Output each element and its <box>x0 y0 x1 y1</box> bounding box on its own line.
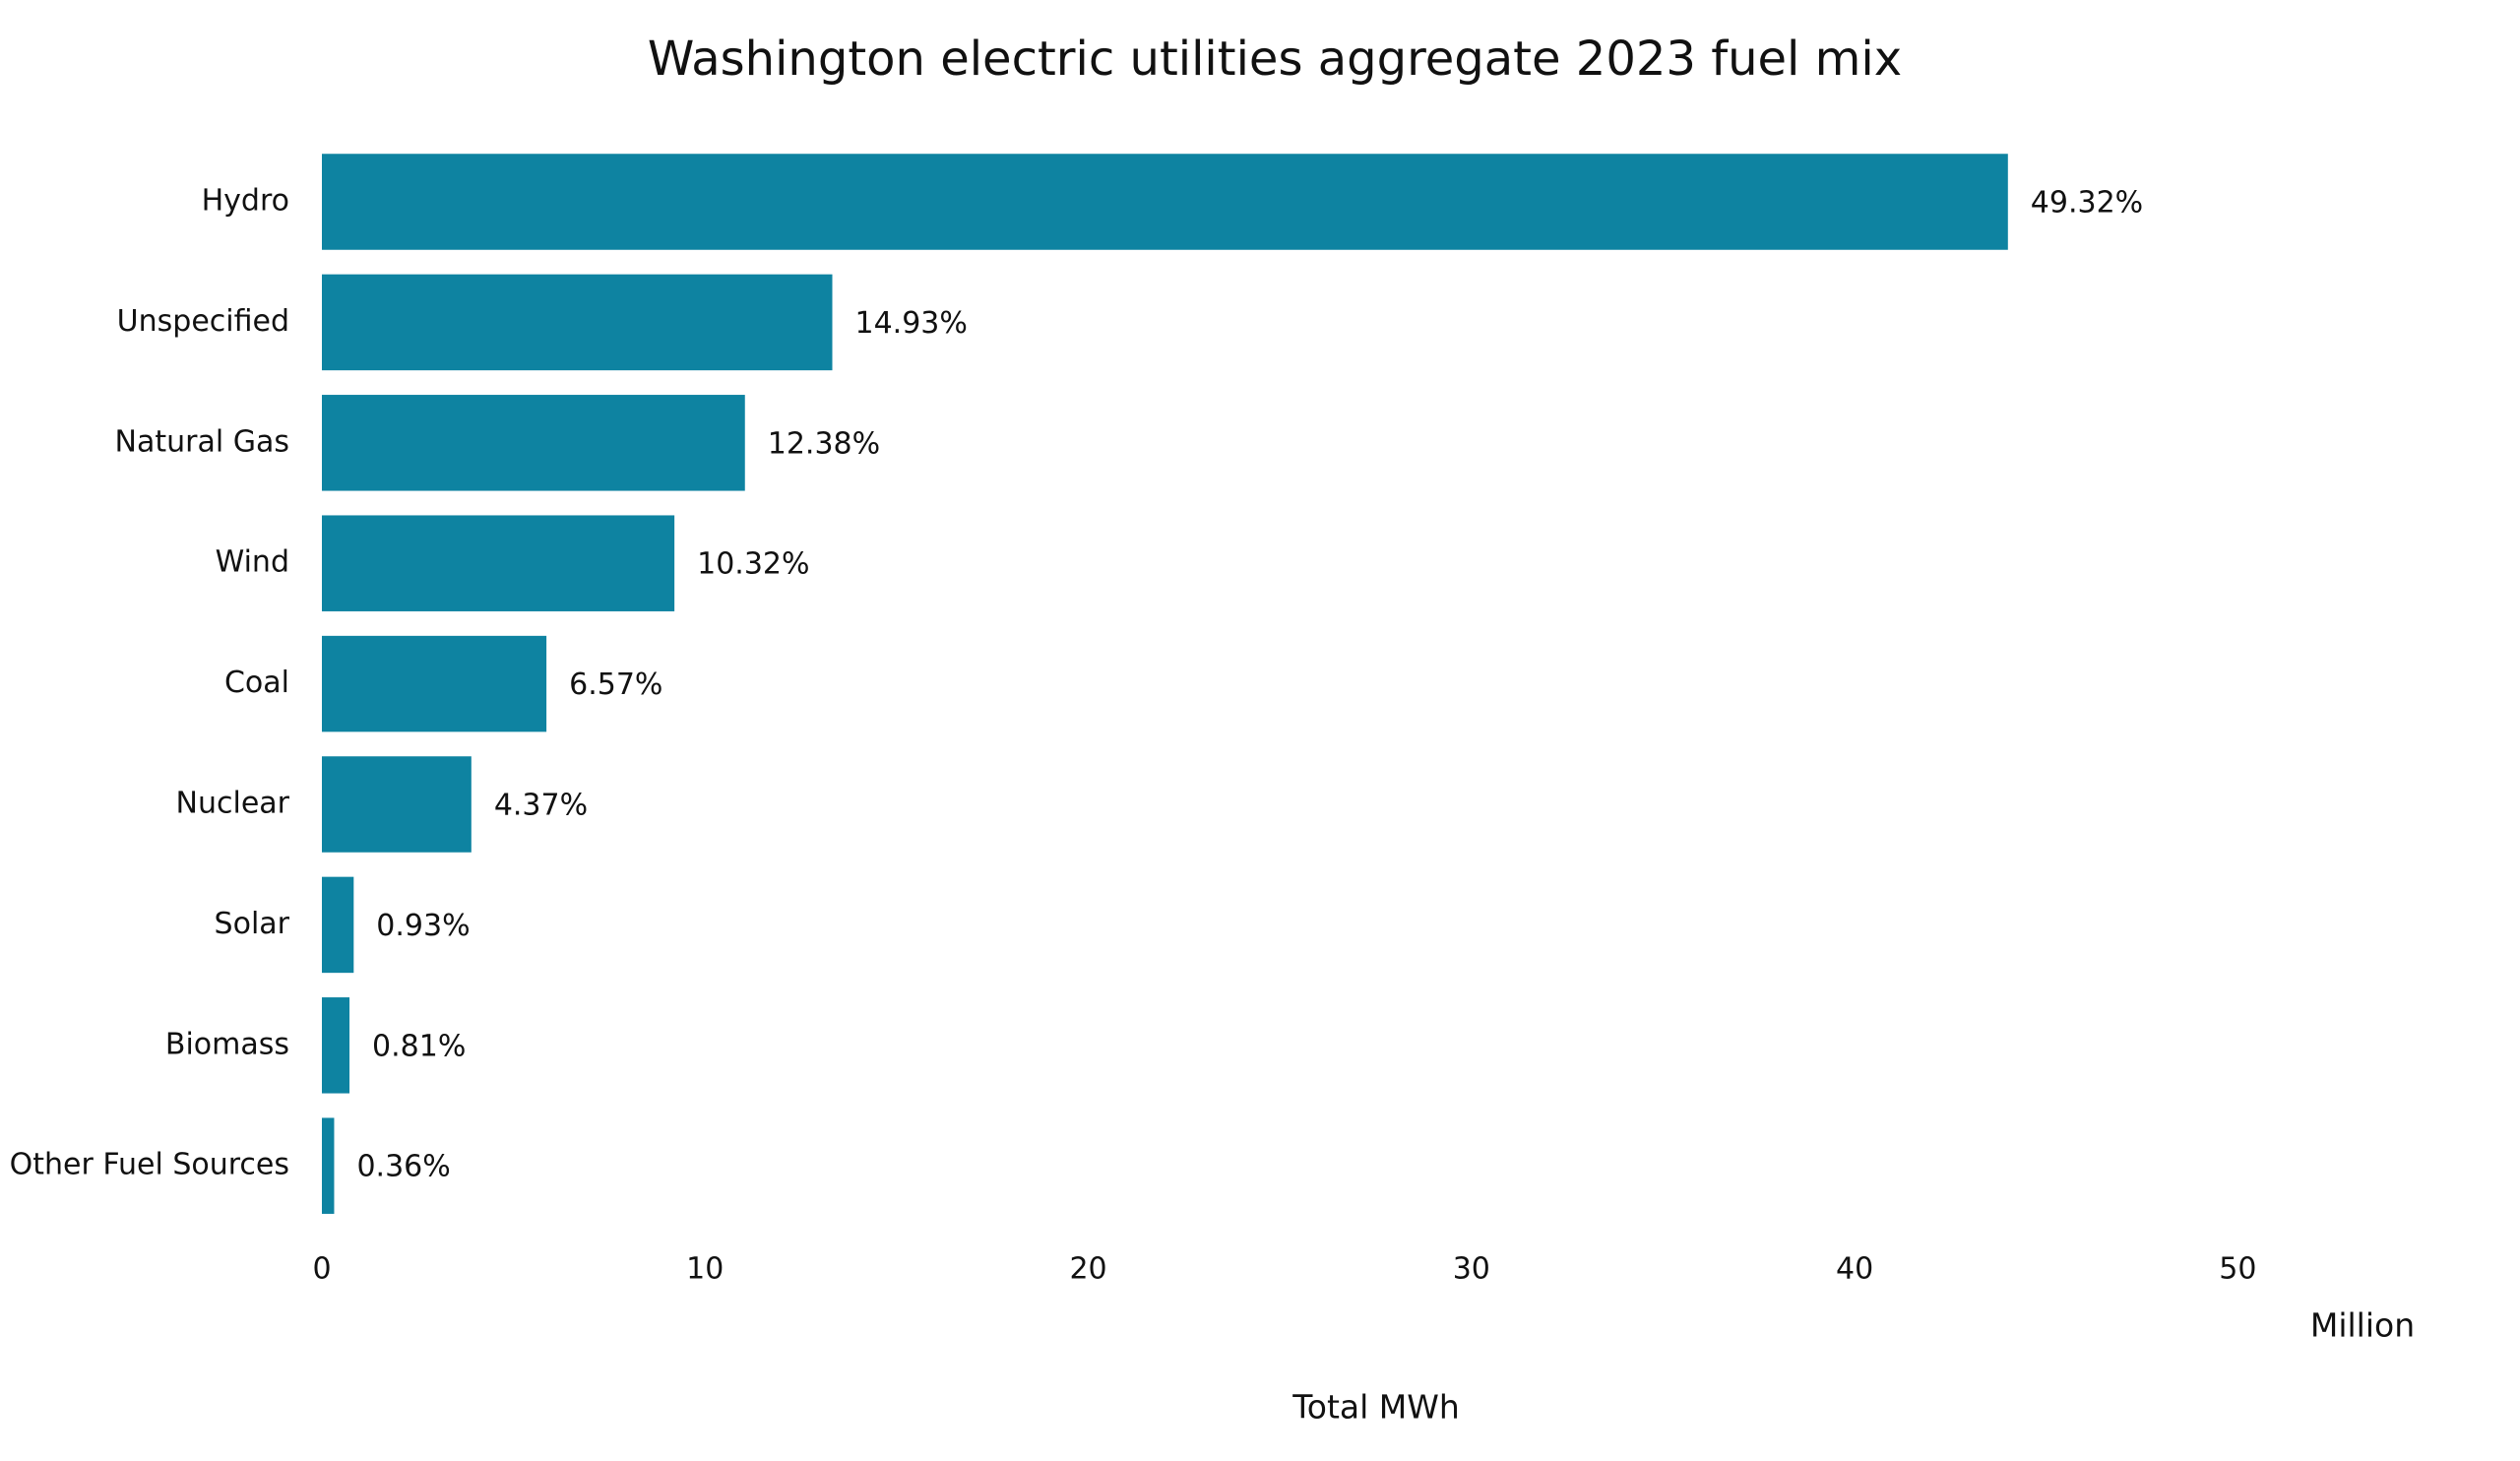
value-label: 10.32% <box>697 547 809 582</box>
value-label: 12.38% <box>768 426 880 461</box>
value-label: 4.37% <box>494 789 588 823</box>
bar <box>322 515 675 611</box>
x-tick-label: 10 <box>686 1252 724 1287</box>
y-tick-label: Unspecified <box>117 304 289 339</box>
value-label: 0.81% <box>372 1029 466 1063</box>
bar <box>322 154 2008 250</box>
x-tick-label: 40 <box>1836 1252 1873 1287</box>
x-tick-label: 30 <box>1453 1252 1490 1287</box>
y-tick-label: Hydro <box>202 184 289 219</box>
chart-title: Washington electric utilities aggregate … <box>648 32 1902 87</box>
bar <box>322 997 350 1094</box>
x-tick-label: 50 <box>2219 1252 2256 1287</box>
value-label: 0.93% <box>376 909 470 943</box>
bar <box>322 756 472 853</box>
value-label: 14.93% <box>855 306 968 341</box>
x-axis-label: Total MWh <box>1292 1388 1460 1427</box>
value-label: 6.57% <box>569 667 662 702</box>
y-tick-label: Natural Gas <box>115 424 289 459</box>
x-tick-label: 20 <box>1069 1252 1106 1287</box>
y-tick-label: Solar <box>215 907 290 941</box>
value-label: 0.36% <box>356 1150 450 1184</box>
y-tick-label: Nuclear <box>176 787 290 821</box>
y-tick-label: Coal <box>224 666 289 700</box>
y-tick-label: Other Fuel Sources <box>10 1148 289 1182</box>
bar <box>322 274 833 371</box>
y-tick-label: Wind <box>216 545 289 580</box>
bar <box>322 635 547 732</box>
bar <box>322 395 745 491</box>
bar <box>322 876 354 974</box>
x-tick-label: 0 <box>312 1252 331 1287</box>
x-unit-label: Million <box>2310 1306 2415 1345</box>
value-label: 49.32% <box>2031 186 2143 221</box>
y-tick-label: Biomass <box>165 1027 289 1061</box>
bar <box>322 1117 335 1214</box>
